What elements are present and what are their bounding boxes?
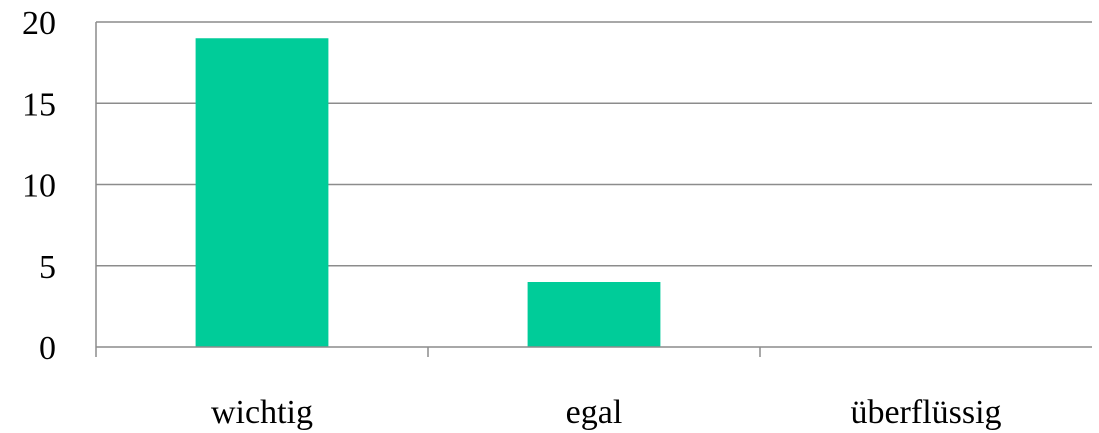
y-tick-label: 0 bbox=[39, 330, 56, 367]
y-tick-label: 20 bbox=[22, 5, 56, 42]
x-category-label: wichtig bbox=[211, 394, 313, 431]
x-category-label: überflüssig bbox=[850, 394, 1001, 431]
y-axis-tick-labels: 0 5 10 15 20 bbox=[22, 5, 56, 367]
x-axis-category-labels: wichtig egal überflüssig bbox=[211, 394, 1002, 431]
bars bbox=[195, 38, 661, 347]
bar-1 bbox=[195, 38, 329, 347]
x-category-label: egal bbox=[566, 394, 623, 431]
y-tick-label: 15 bbox=[22, 86, 56, 123]
axes bbox=[95, 22, 1092, 357]
bar-2 bbox=[527, 282, 661, 347]
y-tick-label: 10 bbox=[22, 168, 56, 205]
y-tick-label: 5 bbox=[39, 249, 56, 286]
